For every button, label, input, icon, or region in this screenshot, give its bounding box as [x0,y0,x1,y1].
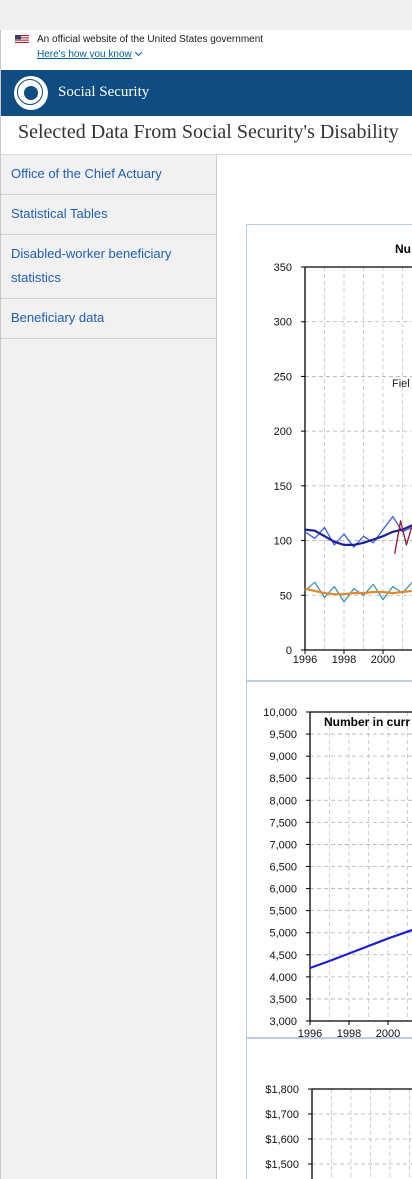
us-flag-icon [15,35,29,43]
series-line-0 [304,515,412,548]
y-tick-label: 350 [274,262,292,274]
y-tick-label: $1,800 [265,1084,299,1096]
y-tick-label: 8,000 [269,795,297,807]
chart-title: Nu [395,242,411,256]
sidebar-item-chief-actuary[interactable]: Office of the Chief Actuary [1,155,216,195]
y-tick-label: 300 [274,317,292,329]
y-tick-label: 3,000 [269,1016,297,1028]
beneficiaries-chart: 3,000 3,500 4,000 4,500 5,000 5,500 6,000 6,500… [263,707,412,1039]
y-tick-label: $1,700 [265,1109,299,1121]
page-title: Selected Data From Social Security's Dis… [18,121,399,143]
page-frame: An official website of the United States… [0,30,412,1179]
chart-panel-benefit-amount: $1,800$1,700$1,600$1,500$1,400 [246,1038,412,1179]
site-header: Social Security [1,70,412,116]
x-tick-label: 1996 [293,654,317,666]
x-tick-label: 1996 [298,1028,322,1039]
x-tick-label: 2000 [376,1028,400,1039]
y-tick-label: 4,500 [269,950,297,962]
y-tick-label: 7,000 [269,839,297,851]
sidebar-item-beneficiary-data[interactable]: Beneficiary data [1,299,216,339]
how-you-know-link[interactable]: Here's how you know [37,48,142,60]
page-title-bar: Selected Data From Social Security's Dis… [1,116,412,155]
y-tick-label: $1,500 [265,1159,299,1171]
y-tick-label: 4,000 [269,972,297,984]
y-tick-label: $1,600 [265,1134,299,1146]
x-tick-label: 1998 [337,1028,361,1039]
series-line-0 [309,928,412,970]
y-tick-label: 8,500 [269,773,297,785]
sidebar-nav: Office of the Chief Actuary Statistical … [1,155,217,1179]
chart-panel-applications: 0501001502002503003501996199820002NuFiel [246,224,412,681]
chart-annotation: Fiel [392,378,410,390]
y-tick-label: 10,000 [263,707,297,719]
official-site-text: An official website of the United States… [37,34,264,45]
sidebar-item-disabled-worker-stats[interactable]: Disabled-worker beneficiary statistics [1,235,216,299]
sidebar-item-statistical-tables[interactable]: Statistical Tables [1,195,216,235]
how-you-know-label: Here's how you know [37,49,132,60]
y-tick-label: 100 [274,536,292,548]
y-tick-label: 7,500 [269,817,297,829]
y-tick-label: 200 [274,426,292,438]
y-tick-label: 6,000 [269,884,297,896]
chevron-down-icon [134,48,142,57]
y-tick-label: 6,500 [269,862,297,874]
series-line-3 [304,587,412,596]
benefit-amount-chart: $1,800$1,700$1,600$1,500$1,400 [265,1084,412,1179]
y-tick-label: 50 [280,590,292,602]
site-brand[interactable]: Social Security [58,84,150,100]
y-tick-label: 0 [286,645,292,657]
y-tick-label: 3,500 [269,994,297,1006]
browser-top-strip [0,0,412,30]
ssa-seal-logo[interactable] [14,76,48,110]
y-tick-label: 250 [274,371,292,383]
gov-banner: An official website of the United States… [1,30,412,70]
y-tick-label: 9,500 [269,729,297,741]
series-line-4 [394,520,412,554]
y-tick-label: 5,500 [269,906,297,918]
chart-panel-beneficiaries: 3,000 3,500 4,000 4,500 5,000 5,500 6,000 6,500… [246,681,412,1039]
y-tick-label: 150 [274,481,292,493]
y-tick-label: 5,000 [269,928,297,940]
x-tick-label: 2000 [371,654,395,666]
x-tick-label: 1998 [332,654,356,666]
y-tick-label: 9,000 [269,751,297,763]
applications-chart: 0501001502002503003501996199820002NuFiel [274,242,412,666]
chart-title: Number in curr [324,715,410,729]
series-line-1 [304,524,412,546]
